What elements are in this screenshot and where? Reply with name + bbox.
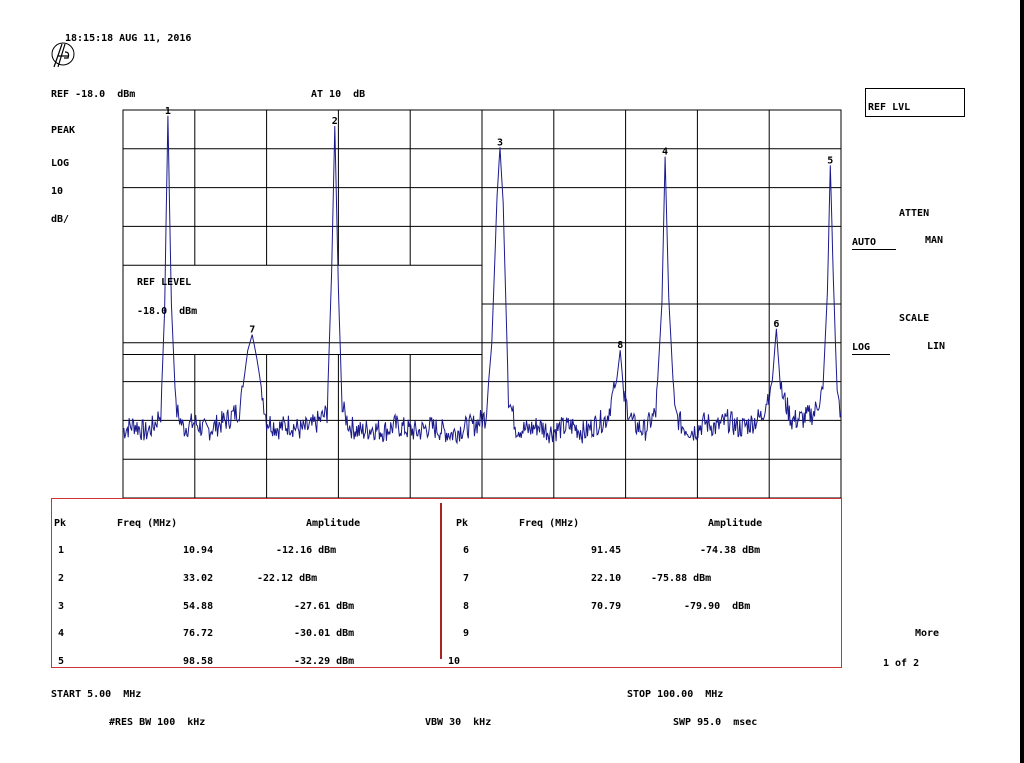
table-row-freq: 33.02 (183, 573, 214, 584)
detector-mode-label: PEAK (51, 125, 76, 136)
table-row-amp: -74.38 dBm (700, 545, 761, 556)
scale-unit-label: dB/ (51, 214, 70, 225)
peak-marker-label: 6 (773, 319, 779, 330)
table-row-amp: -32.29 dBm (294, 656, 355, 667)
peak-marker-label: 2 (332, 116, 338, 127)
table-row-amp: -30.01 dBm (294, 628, 355, 639)
table-row-pk: 3 (58, 601, 65, 612)
peak-marker-label: 1 (165, 106, 171, 117)
table-row-freq: 98.58 (183, 656, 214, 667)
peak-table (51, 498, 842, 668)
softkey-page-indicator: 1 of 2 (883, 658, 920, 669)
stop-frequency: STOP 100.00 MHz (627, 689, 724, 700)
window-edge (1020, 0, 1024, 763)
start-frequency: START 5.00 MHz (51, 689, 142, 700)
trace (122, 115, 842, 445)
attenuation-readout: AT 10 dB (311, 89, 366, 100)
table-row-pk: 7 (463, 573, 470, 584)
table-row-amp: -12.16 dBm (276, 545, 337, 556)
hp-logo-icon (51, 42, 75, 68)
table-row-freq: 54.88 (183, 601, 214, 612)
table-row-pk: 5 (58, 656, 65, 667)
peak-markers: 1 2 3 4 5 6 7 8 (165, 106, 833, 351)
atten-softkey-title[interactable]: ATTEN (899, 208, 930, 219)
atten-auto-option[interactable]: AUTO (852, 237, 897, 250)
left-freq-header: Freq (MHz) (117, 518, 178, 529)
left-amp-header: Amplitude (306, 518, 361, 529)
table-row-freq: 22.10 (591, 573, 622, 584)
ref-level-value: -18.0 dBm (137, 306, 198, 317)
scale-lin-option[interactable]: LIN (927, 341, 946, 352)
reference-level-readout: REF -18.0 dBm (51, 89, 136, 100)
sweep-time: SWP 95.0 msec (673, 717, 758, 728)
table-row-amp: -79.90 dBm (684, 601, 751, 612)
scale-softkey-title[interactable]: SCALE (899, 313, 930, 324)
table-row-amp: -27.61 dBm (294, 601, 355, 612)
right-pk-header: Pk (456, 518, 469, 529)
table-row-pk: 2 (58, 573, 65, 584)
ref-level-title: REF LEVEL (137, 277, 192, 288)
timestamp: 18:15:18 AUG 11, 2016 (65, 33, 192, 44)
left-pk-header: Pk (54, 518, 67, 529)
table-row-freq: 70.79 (591, 601, 622, 612)
table-row-pk: 10 (448, 656, 461, 667)
video-bandwidth: VBW 30 kHz (425, 717, 492, 728)
resolution-bandwidth: #RES BW 100 kHz (109, 717, 206, 728)
peak-marker-label: 5 (827, 155, 833, 166)
peak-marker-label: 3 (497, 137, 503, 148)
ref-lvl-label: REF LVL (868, 102, 911, 113)
table-row-freq: 91.45 (591, 545, 622, 556)
graticule (122, 109, 842, 499)
scale-type-label: LOG (51, 158, 70, 169)
table-row-pk: 6 (463, 545, 470, 556)
table-row-amp: -75.88 dBm (651, 573, 712, 584)
right-freq-header: Freq (MHz) (519, 518, 580, 529)
table-row-freq: 76.72 (183, 628, 214, 639)
table-row-amp: -22.12 dBm (257, 573, 318, 584)
scale-value-label: 10 (51, 186, 64, 197)
peak-marker-label: 4 (662, 147, 668, 158)
more-softkey[interactable]: More (915, 628, 940, 639)
ref-lvl-softkey[interactable]: REF LVL (865, 88, 965, 117)
table-row-freq: 10.94 (183, 545, 214, 556)
trace-line (122, 115, 842, 445)
right-amp-header: Amplitude (708, 518, 763, 529)
scale-log-option[interactable]: LOG (852, 342, 891, 355)
peak-marker-label: 8 (617, 340, 623, 351)
table-row-pk: 4 (58, 628, 65, 639)
table-row-pk: 9 (463, 628, 470, 639)
table-row-pk: 1 (58, 545, 65, 556)
peak-marker-label: 7 (249, 325, 255, 336)
table-row-pk: 8 (463, 601, 470, 612)
peak-table-divider (440, 503, 442, 659)
atten-man-option[interactable]: MAN (925, 235, 944, 246)
